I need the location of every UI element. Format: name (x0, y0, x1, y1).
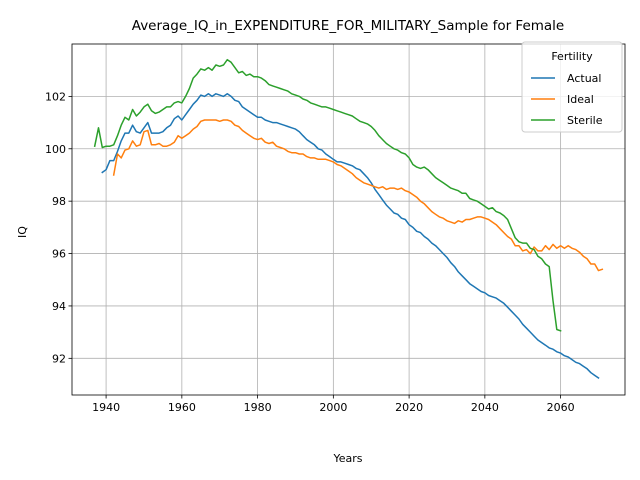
x-tick-label: 1940 (92, 401, 120, 414)
x-tick-label: 2020 (395, 401, 423, 414)
series-line-actual (101, 93, 600, 380)
x-tick-label: 2000 (319, 401, 347, 414)
legend-label-sterile: Sterile (567, 114, 603, 127)
x-axis-label: Years (332, 452, 362, 465)
series-line-sterile (93, 58, 562, 332)
plot-area-frame (71, 43, 626, 396)
y-tick-label: 100 (45, 143, 66, 156)
x-tick-label: 1980 (244, 401, 272, 414)
legend: Fertility Actual Ideal Sterile (521, 41, 623, 133)
series-line-ideal (112, 119, 604, 272)
y-tick-label: 92 (52, 352, 66, 365)
legend-label-actual: Actual (567, 72, 601, 85)
y-axis-label: IQ (16, 226, 29, 238)
legend-entries: Actual Ideal Sterile (531, 72, 603, 127)
x-tick-label: 2040 (471, 401, 499, 414)
y-tick-label: 96 (52, 248, 66, 261)
x-tick-label: 1960 (168, 401, 196, 414)
grid (72, 44, 625, 395)
series-lines (93, 58, 604, 380)
x-tick-label: 2060 (547, 401, 575, 414)
chart-title: Average_IQ_in_EXPENDITURE_FOR_MILITARY_S… (132, 18, 565, 34)
legend-label-ideal: Ideal (567, 93, 594, 106)
y-tick-label: 98 (52, 195, 66, 208)
y-tick-label: 102 (45, 90, 66, 103)
y-tick-label: 94 (52, 300, 66, 313)
legend-title: Fertility (551, 50, 593, 63)
legend-box (521, 41, 623, 133)
axis-ticks: 1940 1960 1980 2000 2020 2040 2060 92 94 96 98 100 1… (45, 90, 575, 414)
